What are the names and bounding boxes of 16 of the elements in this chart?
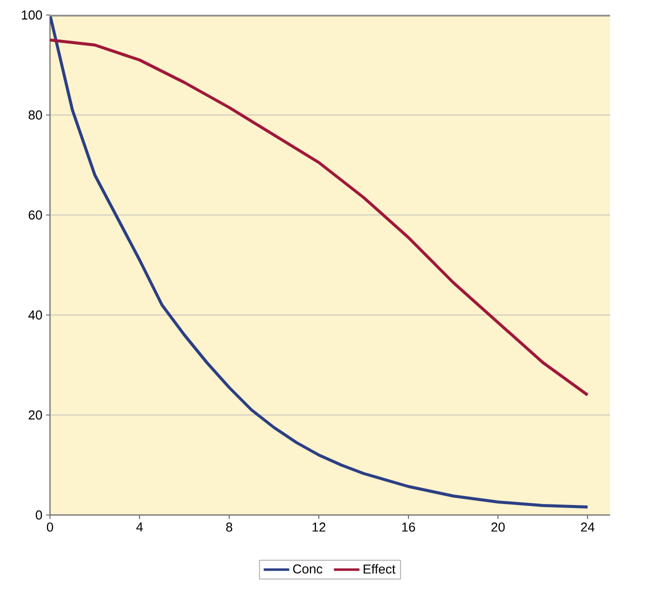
x-tick-label: 8 xyxy=(226,522,232,532)
x-tick-label: 12 xyxy=(312,522,326,532)
x-tick-label: 20 xyxy=(491,522,505,532)
y-tick-label: 40 xyxy=(28,310,42,320)
x-tick-label: 4 xyxy=(136,522,143,532)
legend-label: Conc xyxy=(293,564,322,574)
y-tick-label: 20 xyxy=(28,410,42,420)
x-tick-label: 16 xyxy=(402,522,416,532)
y-tick-label: 0 xyxy=(36,510,42,520)
x-tick-label: 0 xyxy=(46,522,54,532)
y-tick-label: 100 xyxy=(22,10,42,20)
y-tick-label: 60 xyxy=(28,210,42,220)
y-tick-label: 80 xyxy=(28,110,42,120)
line-series xyxy=(50,14,590,508)
legend-label: Effect xyxy=(364,564,396,574)
x-tick-label: 24 xyxy=(581,522,594,532)
